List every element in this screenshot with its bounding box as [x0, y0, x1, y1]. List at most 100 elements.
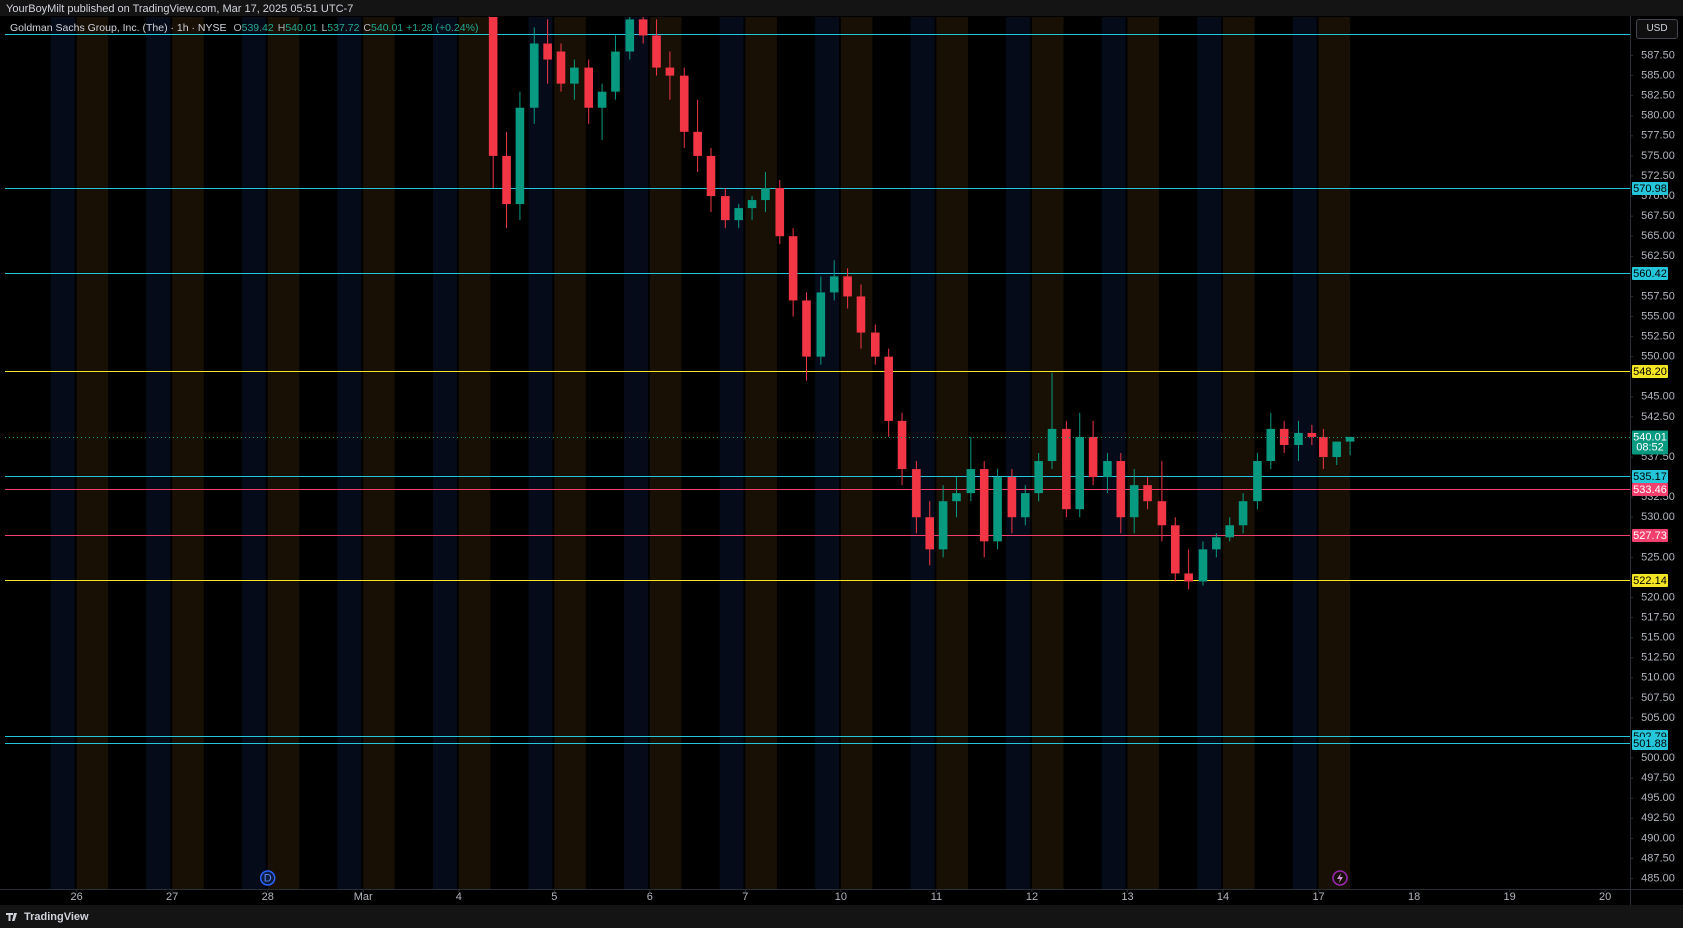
- premarket-band: [624, 17, 648, 889]
- symbol-legend: Goldman Sachs Group, Inc. (The) · 1h · N…: [10, 22, 478, 34]
- field-value: 540.01: [285, 22, 318, 34]
- y-tick-label: 575.00: [1641, 150, 1675, 162]
- level-tag-label: 548.20: [1633, 366, 1667, 378]
- currency-button[interactable]: USD: [1636, 19, 1678, 39]
- symbol-name: Goldman Sachs Group, Inc. (The) · 1h · N…: [10, 22, 227, 34]
- tradingview-logo: [6, 913, 17, 921]
- events-icon: [1332, 870, 1348, 886]
- y-tick-label: 582.50: [1641, 90, 1675, 102]
- level-tag-label: 535.17: [1633, 471, 1667, 483]
- level-tag: [1632, 529, 1668, 542]
- level-tag: [1632, 470, 1668, 483]
- y-tick-label: 567.50: [1641, 210, 1675, 222]
- candle-body: [747, 200, 757, 209]
- y-tick-label: 500.00: [1641, 752, 1675, 764]
- y-tick-label: 562.50: [1641, 250, 1675, 262]
- candle-body: [584, 67, 593, 108]
- premarket-band: [910, 17, 935, 889]
- header-bar: [0, 0, 1683, 16]
- x-tick-label: 14: [1217, 891, 1229, 903]
- candle-body: [652, 35, 661, 68]
- candle-body: [897, 420, 907, 470]
- event-icon[interactable]: [1332, 870, 1348, 886]
- y-tick-label: 505.00: [1641, 712, 1675, 724]
- candle-body: [734, 208, 743, 221]
- premarket-band: [241, 17, 266, 889]
- candle-body: [938, 501, 948, 550]
- ohlc-fields: O539.42 H540.01 L537.72 C540.01: [229, 22, 403, 34]
- candle-body: [1075, 436, 1085, 510]
- candle-body: [665, 67, 675, 76]
- postmarket-band: [458, 17, 491, 889]
- level-tag-label: 570.98: [1633, 183, 1667, 195]
- field-key: O: [233, 22, 242, 34]
- field-key: C: [363, 22, 372, 34]
- postmarket-band: [267, 17, 300, 889]
- candle-body: [870, 332, 880, 357]
- y-tick-label: 512.50: [1641, 652, 1675, 664]
- postmarket-band: [172, 17, 204, 889]
- x-tick-label: 18: [1408, 891, 1420, 903]
- footer-brand: TradingView: [24, 911, 89, 923]
- candle-body: [1332, 441, 1342, 458]
- y-tick-label: 552.50: [1641, 330, 1675, 342]
- level-tag-label: 501.88: [1633, 738, 1667, 750]
- candle-body: [625, 19, 635, 52]
- x-tick-label: 5: [551, 891, 557, 903]
- footer-bar: [0, 905, 1683, 928]
- x-tick-label: Mar: [354, 891, 373, 903]
- candle-body: [556, 51, 566, 84]
- candle-body: [788, 236, 798, 301]
- level-tag-label: 560.42: [1633, 268, 1667, 280]
- candle-body: [979, 469, 989, 542]
- y-tick-label: 492.50: [1641, 812, 1675, 824]
- postmarket-band: [76, 17, 109, 889]
- y-tick-label: 525.00: [1641, 551, 1675, 563]
- candle-body: [529, 43, 539, 108]
- candle-body: [856, 296, 866, 333]
- y-tick-label: 572.50: [1641, 170, 1675, 182]
- candle-body: [1225, 525, 1235, 538]
- candle-body: [966, 469, 976, 494]
- x-tick-label: 26: [71, 891, 83, 903]
- y-tick-label: 577.50: [1641, 130, 1675, 142]
- lightning-icon: [1337, 873, 1343, 883]
- x-tick-label: 27: [166, 891, 178, 903]
- y-tick-label: 495.00: [1641, 792, 1675, 804]
- field-key: L: [321, 22, 328, 34]
- level-tag: [1632, 365, 1668, 378]
- premarket-band: [719, 17, 744, 889]
- level-tag: [1632, 267, 1668, 280]
- x-tick-label: 4: [456, 891, 462, 903]
- candle-body: [706, 155, 716, 197]
- candle-body: [597, 91, 607, 108]
- countdown-label: 08:52: [1636, 441, 1664, 453]
- candle-body: [1047, 428, 1057, 462]
- x-tick-label: 6: [647, 891, 653, 903]
- postmarket-band: [840, 17, 873, 889]
- premarket-band: [50, 17, 75, 889]
- candle-body: [843, 276, 852, 297]
- candle-body: [721, 196, 730, 221]
- candle-body: [1007, 477, 1017, 518]
- premarket-band: [1197, 17, 1222, 889]
- candle-body: [1253, 461, 1262, 502]
- x-tick-label: 17: [1312, 891, 1324, 903]
- candle-body: [488, 17, 498, 156]
- x-tick-label: 20: [1599, 891, 1611, 903]
- postmarket-band: [649, 17, 682, 889]
- x-tick-label: 11: [931, 891, 942, 903]
- candle-body: [1307, 432, 1317, 437]
- dividend-marker: D: [264, 872, 272, 884]
- y-tick-label: 487.50: [1641, 852, 1675, 864]
- level-tag: [1632, 483, 1668, 496]
- premarket-band: [432, 17, 457, 889]
- y-tick-label: 515.00: [1641, 632, 1675, 644]
- y-tick-label: 530.00: [1641, 511, 1675, 523]
- y-tick-label: 490.00: [1641, 832, 1675, 844]
- candle-body: [912, 469, 921, 518]
- publish-info: YourBoyMilt published on TradingView.com…: [6, 3, 354, 15]
